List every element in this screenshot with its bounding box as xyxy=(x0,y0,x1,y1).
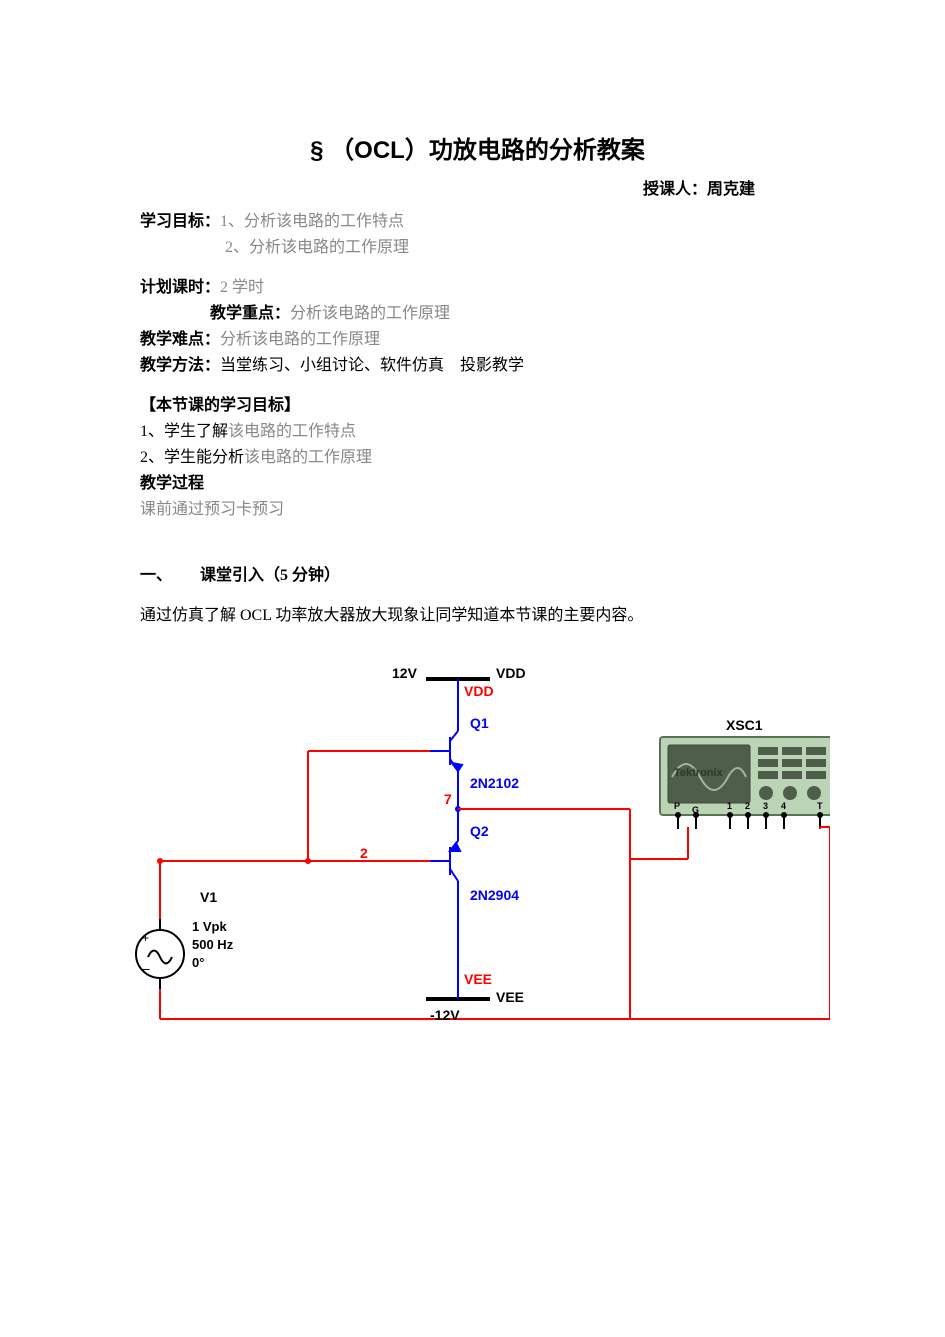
label-tektronix: Tektronix xyxy=(674,767,723,779)
pin-4: 4 xyxy=(781,801,786,811)
label-xsc1: XSC1 xyxy=(726,717,763,733)
pin-g: G xyxy=(692,805,699,815)
label-node7: 7 xyxy=(444,791,452,807)
pin-2: 2 xyxy=(745,801,750,811)
objectives-row: 学习目标：1、分析该电路的工作特点 xyxy=(140,209,815,235)
instructor-line: 授课人：周克建 xyxy=(140,175,815,199)
pin-t: T xyxy=(817,801,823,811)
plan-hours-value: 2 学时 xyxy=(220,279,264,296)
goal-2-rest: 该电路的工作原理 xyxy=(244,449,372,466)
key-point-value: 分析该电路的工作原理 xyxy=(290,305,450,322)
pin-p: P xyxy=(674,801,680,811)
label-vdd-red: VDD xyxy=(464,683,494,699)
svg-text:−: − xyxy=(142,961,150,977)
label-v1-l2: 500 Hz xyxy=(192,937,233,952)
objective-2: 2、分析该电路的工作原理 xyxy=(225,239,409,256)
label-v1: V1 xyxy=(200,889,217,905)
label-v1-l1: 1 Vpk xyxy=(192,919,227,934)
difficulty-row: 教学难点：分析该电路的工作原理 xyxy=(140,327,815,353)
section-1-title: 课堂引入（5 分钟） xyxy=(200,567,340,584)
goals-header: 【本节课的学习目标】 xyxy=(140,393,815,419)
section-1-header: 一、 课堂引入（5 分钟） xyxy=(140,563,815,589)
goal-1-prefix: 1、学生了解 xyxy=(140,423,228,440)
label-q1: Q1 xyxy=(470,715,489,731)
goal-2-prefix: 2、学生能分析 xyxy=(140,449,244,466)
method-value: 当堂练习、小组讨论、软件仿真 投影教学 xyxy=(220,357,524,374)
label-v1-l3: 0° xyxy=(192,955,204,970)
key-point-row: 教学重点：分析该电路的工作原理 xyxy=(140,301,815,327)
label-12v: 12V xyxy=(392,665,417,681)
method-row: 教学方法：当堂练习、小组讨论、软件仿真 投影教学 xyxy=(140,353,815,379)
label-node2: 2 xyxy=(360,845,368,861)
label-vdd-black: VDD xyxy=(496,665,526,681)
svg-text:+: + xyxy=(142,931,149,945)
label-q1-part: 2N2102 xyxy=(470,775,519,791)
objective-1: 1、分析该电路的工作特点 xyxy=(220,213,404,230)
document-page: § （OCL）功放电路的分析教案 授课人：周克建 学习目标：1、分析该电路的工作… xyxy=(0,0,945,1139)
label-q2: Q2 xyxy=(470,823,489,839)
goal-2: 2、学生能分析该电路的工作原理 xyxy=(140,445,815,471)
objectives-row-2: 2、分析该电路的工作原理 xyxy=(140,235,815,261)
label-vee-red: VEE xyxy=(464,971,492,987)
section-1-body: 通过仿真了解 OCL 功率放大器放大现象让同学知道本节课的主要内容。 xyxy=(140,603,815,629)
process-value: 课前通过预习卡预习 xyxy=(140,497,815,523)
goal-1-rest: 该电路的工作特点 xyxy=(228,423,356,440)
page-title: § （OCL）功放电路的分析教案 xyxy=(140,130,815,165)
label-neg12: -12V xyxy=(430,1007,460,1023)
difficulty-value: 分析该电路的工作原理 xyxy=(220,331,380,348)
key-point-label: 教学重点： xyxy=(210,305,290,322)
circuit-diagram: + − xyxy=(130,659,830,1079)
goal-1: 1、学生了解该电路的工作特点 xyxy=(140,419,815,445)
plan-hours-label: 计划课时： xyxy=(140,279,220,296)
label-vee-black: VEE xyxy=(496,989,524,1005)
pin-1: 1 xyxy=(727,801,732,811)
objectives-label: 学习目标： xyxy=(140,213,220,230)
section-1-num: 一、 xyxy=(140,567,172,584)
difficulty-label: 教学难点： xyxy=(140,331,220,348)
pin-3: 3 xyxy=(763,801,768,811)
method-label: 教学方法： xyxy=(140,357,220,374)
label-q2-part: 2N2904 xyxy=(470,887,519,903)
process-label: 教学过程 xyxy=(140,471,815,497)
plan-hours-row: 计划课时：2 学时 xyxy=(140,275,815,301)
